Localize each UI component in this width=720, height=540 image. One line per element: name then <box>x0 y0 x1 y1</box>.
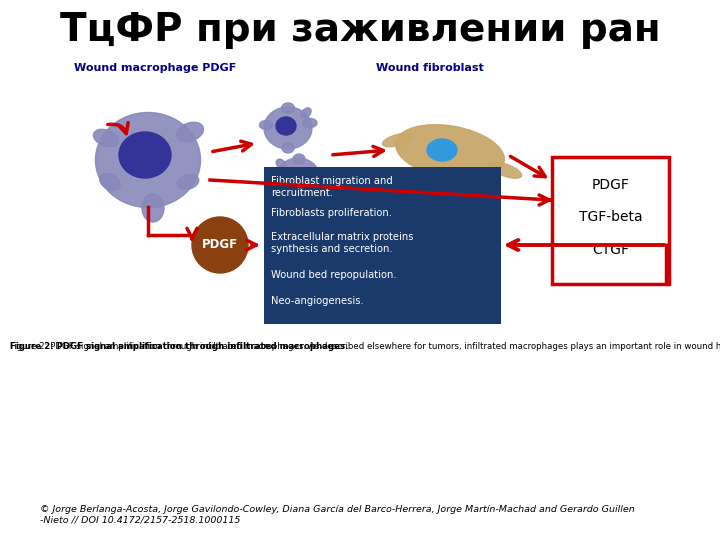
Ellipse shape <box>100 173 120 191</box>
Ellipse shape <box>271 171 283 179</box>
Ellipse shape <box>119 132 171 178</box>
Ellipse shape <box>301 108 311 118</box>
Ellipse shape <box>312 170 325 179</box>
Ellipse shape <box>142 194 164 222</box>
Ellipse shape <box>382 133 413 147</box>
Text: Figure 2: PDGF signal amplification through infiltrated macrophages. As describe: Figure 2: PDGF signal amplification thro… <box>10 342 720 351</box>
Ellipse shape <box>94 129 119 147</box>
Text: Figure 2: PDGF signal amplification through infiltrated macrophages.: Figure 2: PDGF signal amplification thro… <box>10 342 348 351</box>
Text: Wound macrophage PDGF: Wound macrophage PDGF <box>74 63 236 73</box>
Ellipse shape <box>276 158 320 198</box>
Ellipse shape <box>427 139 457 161</box>
Text: CTGF: CTGF <box>592 243 629 257</box>
Ellipse shape <box>259 120 272 130</box>
Text: TGF-beta: TGF-beta <box>579 210 642 224</box>
FancyArrowPatch shape <box>108 123 128 133</box>
Ellipse shape <box>276 159 286 169</box>
Text: Fibroblast migration and
recruitment.: Fibroblast migration and recruitment. <box>271 176 392 198</box>
Ellipse shape <box>303 118 317 127</box>
Circle shape <box>192 217 248 273</box>
Text: Neo-angiogenesis.: Neo-angiogenesis. <box>271 296 364 306</box>
Ellipse shape <box>282 103 294 113</box>
Ellipse shape <box>488 162 521 178</box>
Text: Extracellular matrix proteins
synthesis and secretion.: Extracellular matrix proteins synthesis … <box>271 232 413 254</box>
Text: PDGF: PDGF <box>592 178 629 192</box>
Ellipse shape <box>294 192 305 201</box>
Ellipse shape <box>176 122 204 141</box>
Ellipse shape <box>282 143 294 153</box>
Ellipse shape <box>276 117 296 135</box>
Ellipse shape <box>264 107 312 149</box>
Ellipse shape <box>96 112 200 207</box>
Text: ТцФР при заживлении ран: ТцФР при заживлении ран <box>60 11 660 49</box>
Text: PDGF: PDGF <box>202 239 238 252</box>
Text: © Jorge Berlanga-Acosta, Jorge Gavilondo-Cowley, Diana García del Barco-Herrera,: © Jorge Berlanga-Acosta, Jorge Gavilondo… <box>40 505 635 524</box>
Text: Fibroblasts proliferation.: Fibroblasts proliferation. <box>271 208 392 218</box>
FancyBboxPatch shape <box>552 157 669 284</box>
FancyBboxPatch shape <box>264 166 501 323</box>
Text: Wound fibroblast: Wound fibroblast <box>376 63 484 73</box>
Ellipse shape <box>396 125 504 179</box>
Ellipse shape <box>177 174 199 190</box>
Ellipse shape <box>293 154 305 164</box>
Text: Wound bed repopulation.: Wound bed repopulation. <box>271 270 397 280</box>
Ellipse shape <box>288 169 306 185</box>
